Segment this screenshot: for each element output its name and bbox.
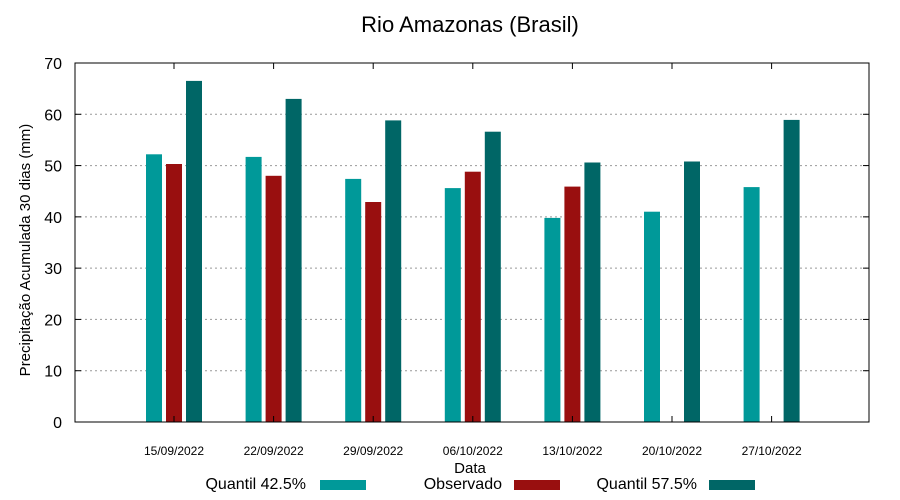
y-axis-label: Precipitação Acumulada 30 dias (mm) bbox=[17, 124, 34, 377]
bar-observado bbox=[464, 171, 481, 422]
x-axis: 15/09/2022 22/09/2022 29/09/2022 06/10/2022… bbox=[144, 63, 802, 458]
legend-label: Observado bbox=[424, 476, 502, 493]
gridlines bbox=[75, 113, 869, 372]
bar-quantil-57-5- bbox=[584, 162, 601, 422]
bar-quantil-57-5- bbox=[684, 161, 700, 422]
bar-quantil-42-5- bbox=[345, 178, 362, 422]
x-tick-label: 29/09/2022 bbox=[343, 444, 403, 458]
legend-label: Quantil 57.5% bbox=[596, 476, 697, 493]
y-tick-label: 0 bbox=[53, 415, 62, 432]
plot-frame bbox=[74, 62, 870, 423]
x-tick-label: 20/10/2022 bbox=[642, 444, 702, 458]
x-tick-label: 15/09/2022 bbox=[144, 444, 204, 458]
legend-swatch bbox=[320, 480, 366, 490]
legend-swatch bbox=[514, 480, 560, 490]
chart-title: Rio Amazonas (Brasil) bbox=[361, 12, 579, 37]
bar-observado bbox=[265, 175, 282, 422]
y-tick-label: 70 bbox=[44, 56, 62, 73]
legend-item: Observado bbox=[424, 476, 560, 493]
bar-quantil-57-5- bbox=[186, 80, 202, 423]
bars bbox=[146, 80, 800, 423]
bar-observado bbox=[166, 164, 182, 422]
bar-quantil-42-5- bbox=[245, 156, 262, 422]
bar-quantil-42-5- bbox=[743, 187, 760, 422]
bar-quantil-42-5- bbox=[644, 211, 660, 422]
x-axis-label: Data bbox=[454, 460, 486, 477]
bar-observado bbox=[564, 186, 581, 422]
y-axis: 0 10 20 30 40 50 60 70 bbox=[44, 56, 869, 432]
x-tick-label: 27/10/2022 bbox=[742, 444, 802, 458]
bar-quantil-57-5- bbox=[385, 120, 402, 423]
bar-quantil-57-5- bbox=[285, 98, 302, 423]
bar-quantil-42-5- bbox=[444, 188, 461, 422]
bar-observado bbox=[365, 202, 382, 422]
y-tick-label: 30 bbox=[44, 261, 62, 278]
legend-label: Quantil 42.5% bbox=[205, 476, 306, 493]
x-tick-label: 13/10/2022 bbox=[542, 444, 602, 458]
x-tick-label: 06/10/2022 bbox=[443, 444, 503, 458]
x-tick-label: 22/09/2022 bbox=[244, 444, 304, 458]
legend-item: Quantil 42.5% bbox=[205, 476, 366, 493]
legend: Quantil 42.5% Observado Quantil 57.5% bbox=[205, 476, 755, 493]
legend-swatch bbox=[709, 480, 755, 490]
y-tick-label: 40 bbox=[44, 210, 62, 227]
bar-quantil-57-5- bbox=[783, 119, 800, 423]
legend-item: Quantil 57.5% bbox=[596, 476, 755, 493]
y-tick-label: 10 bbox=[44, 364, 62, 381]
y-tick-label: 50 bbox=[44, 159, 62, 176]
bar-quantil-42-5- bbox=[146, 154, 162, 423]
bar-quantil-42-5- bbox=[544, 217, 561, 422]
y-tick-label: 20 bbox=[44, 312, 62, 329]
bar-quantil-57-5- bbox=[484, 131, 501, 422]
y-tick-label: 60 bbox=[44, 107, 62, 124]
